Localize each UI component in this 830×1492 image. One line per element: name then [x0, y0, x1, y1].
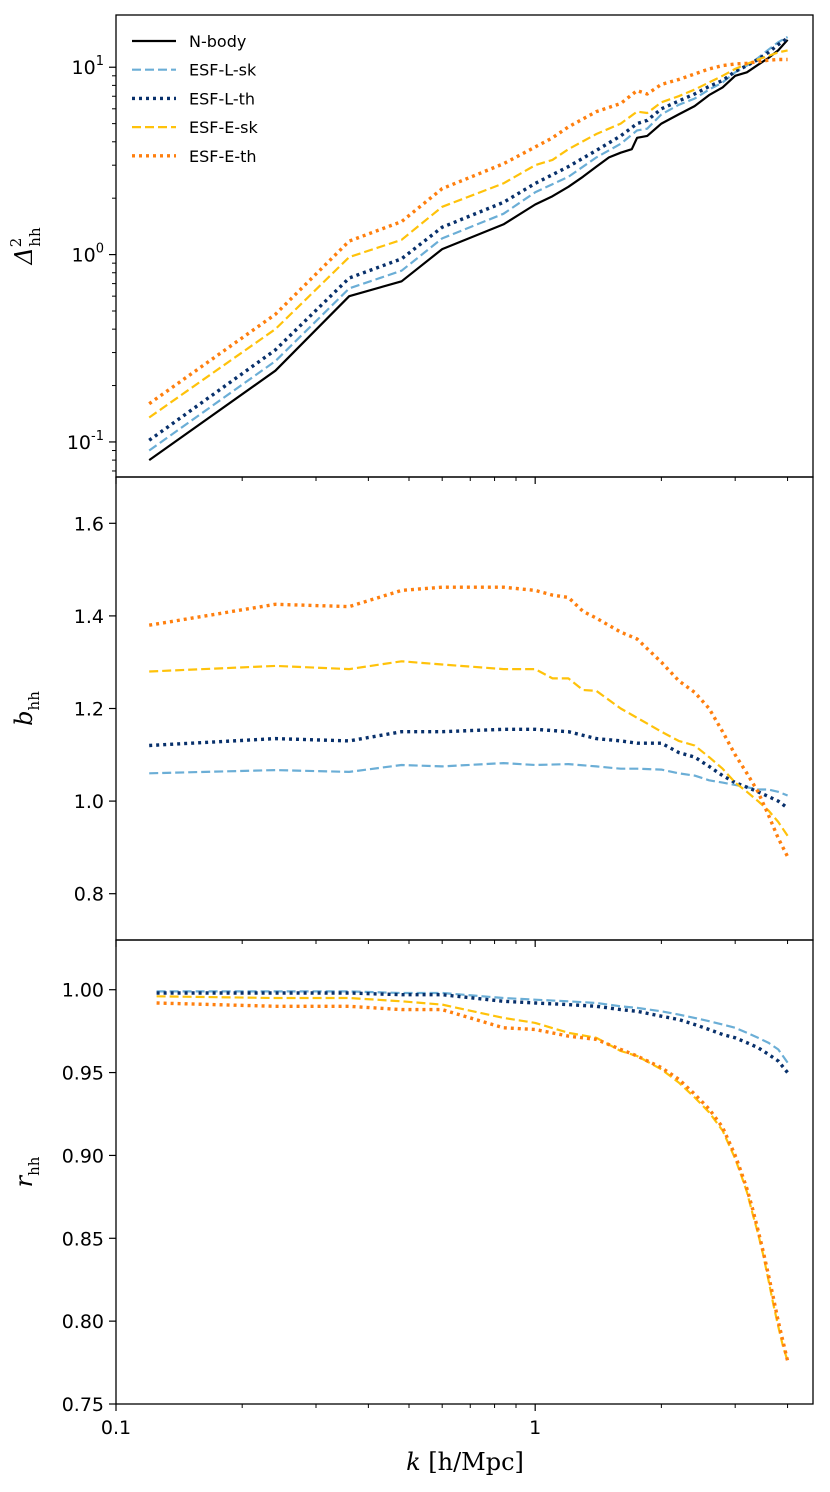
panel-bias: 0.8 1.0 1.2 1.4 1.6 bhh: [10, 476, 814, 947]
y-tick-label: 0.95: [62, 1063, 104, 1085]
panels: 10-1 100 101 Δ2hh 0.8 1.0 1.2 1.4 1.6 bhh 0.75 0.80…: [7, 14, 814, 1439]
y-tick-label: 10-1: [67, 429, 104, 454]
y-tick-label: 1.0: [74, 791, 104, 813]
legend-entry: ESF-L-th: [132, 89, 255, 108]
legend-entry: ESF-E-sk: [132, 118, 258, 137]
x-tick-label: 1: [529, 1417, 541, 1439]
y-tick-label: 1.6: [74, 513, 104, 535]
series-esf-e-th: [156, 1001, 790, 1362]
series-esf-e-sk: [156, 995, 789, 1362]
legend-label: N-body: [189, 32, 246, 51]
panel-power: 10-1 100 101 Δ2hh: [7, 14, 814, 484]
legend-entry: ESF-L-sk: [132, 61, 257, 80]
y-tick-label: 0.85: [62, 1228, 104, 1250]
series-group: [156, 990, 790, 1362]
legend-label: ESF-E-sk: [189, 118, 258, 137]
y-tick-label: 1.2: [74, 699, 104, 721]
series-esf-l-th: [149, 727, 789, 810]
y-tick-label: 1.00: [62, 980, 104, 1002]
legend: N-body ESF-L-sk ESF-L-th ESF-E-sk ESF-E-th: [132, 32, 258, 166]
legend-label: ESF-L-sk: [189, 61, 257, 80]
y-tick-label: 0.8: [74, 884, 104, 906]
legend-label: ESF-L-th: [189, 89, 255, 108]
series-esf-e-th: [148, 585, 790, 858]
y-tick-label: 0.80: [62, 1311, 104, 1333]
series-esf-l-sk: [156, 990, 789, 1064]
series-esf-l-th: [156, 991, 789, 1074]
legend-entry: ESF-E-th: [132, 147, 257, 166]
y-tick-label: 1.4: [74, 606, 104, 628]
legend-entry: N-body: [132, 32, 246, 51]
y-axis-label: Δ2hh: [7, 227, 44, 266]
series-group: [148, 36, 789, 461]
y-axis-label: rhh: [10, 1156, 43, 1187]
x-axis-label: k [h/Mpc]: [406, 1448, 524, 1476]
series-esf-e-sk: [148, 49, 788, 419]
series-esf-e-sk: [149, 660, 789, 837]
series-esf-e-th: [148, 57, 788, 406]
legend-label: ESF-E-th: [189, 147, 257, 166]
series-group: [148, 585, 790, 858]
panel-frame: [115, 476, 814, 941]
y-tick-label: 101: [72, 54, 104, 79]
panel-correlation: 0.75 0.80 0.85 0.90 0.95 1.00 0.1 1 rhh: [10, 939, 814, 1439]
y-tick-label: 100: [72, 242, 104, 267]
series-esf-l-sk: [149, 761, 789, 797]
y-axis-label: bhh: [10, 691, 43, 726]
y-tick-label: 0.75: [62, 1394, 104, 1416]
panel-frame: [115, 939, 814, 1405]
series-n-body: [148, 39, 789, 461]
y-tick-label: 0.90: [62, 1145, 104, 1167]
panel-frame: [115, 14, 814, 478]
x-tick-label: 0.1: [101, 1417, 131, 1439]
